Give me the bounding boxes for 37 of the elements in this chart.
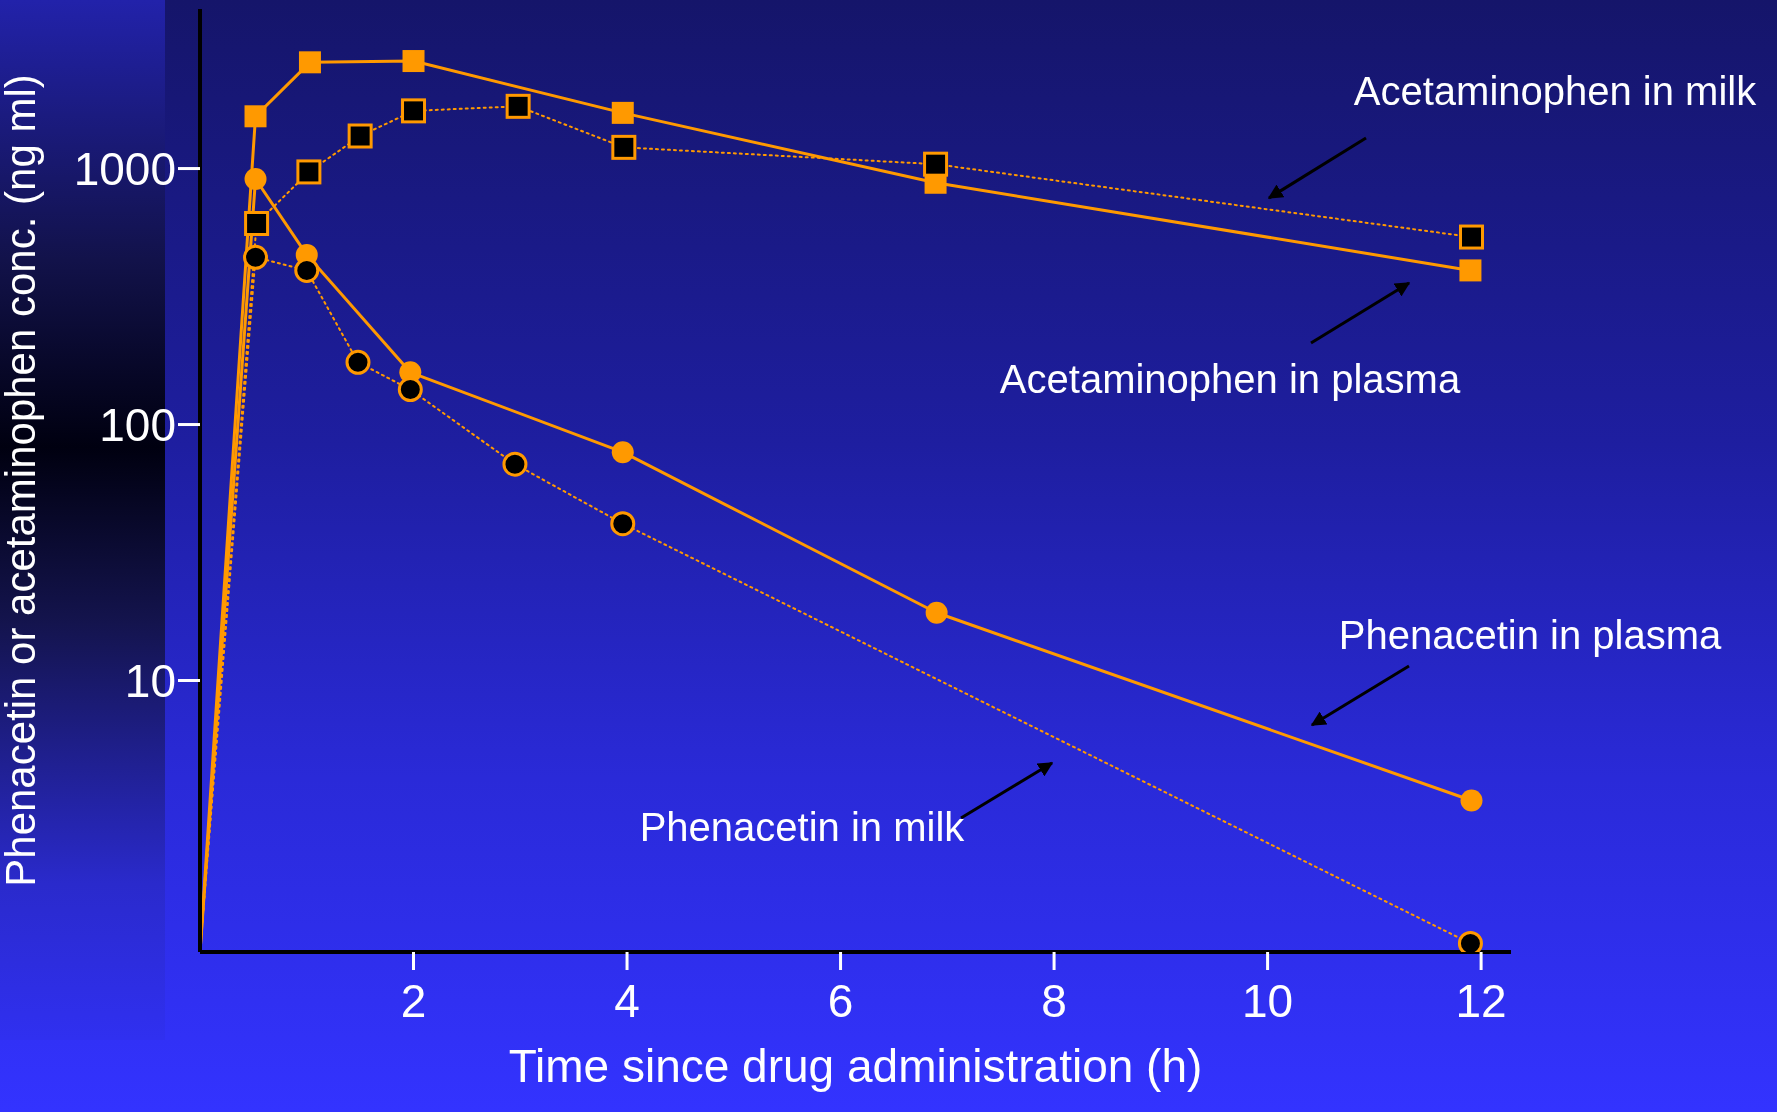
point — [502, 451, 528, 477]
x-tick-label: 6 — [827, 974, 854, 1027]
point — [397, 377, 423, 403]
point — [243, 244, 269, 270]
y-axis-title: Phenacetin or acetaminophen conc. (ng ml) — [0, 74, 44, 887]
x-tick-label: 4 — [614, 974, 640, 1027]
annotation: Acetaminophen in milk — [1353, 68, 1758, 113]
annotation: Acetaminophen in plasma — [999, 356, 1461, 401]
point — [244, 168, 267, 191]
point — [244, 105, 267, 128]
y-tick-label: 10 — [124, 654, 176, 707]
point — [1460, 789, 1483, 812]
point — [505, 93, 531, 119]
point — [1459, 224, 1484, 250]
point — [610, 511, 636, 537]
point — [298, 51, 321, 74]
point — [401, 98, 427, 124]
point — [1459, 259, 1482, 282]
point — [296, 159, 322, 185]
y-tick-label: 100 — [99, 398, 176, 451]
point — [347, 123, 373, 149]
point — [402, 50, 425, 73]
x-tick-label: 2 — [400, 974, 427, 1027]
annotation: Phenacetin in milk — [639, 804, 966, 849]
point — [244, 211, 270, 236]
x-tick-label: 12 — [1455, 974, 1507, 1027]
x-axis-title: Time since drug administration (h) — [508, 1040, 1203, 1092]
annotation: Phenacetin in plasma — [1338, 612, 1722, 657]
x-tick-label: 8 — [1041, 974, 1067, 1027]
point — [611, 441, 634, 464]
point — [611, 134, 637, 160]
point — [345, 349, 371, 375]
x-tick-label: 10 — [1242, 974, 1294, 1027]
y-tick-label: 1000 — [73, 142, 176, 195]
point — [923, 151, 949, 177]
point — [925, 601, 948, 624]
point — [611, 101, 634, 124]
